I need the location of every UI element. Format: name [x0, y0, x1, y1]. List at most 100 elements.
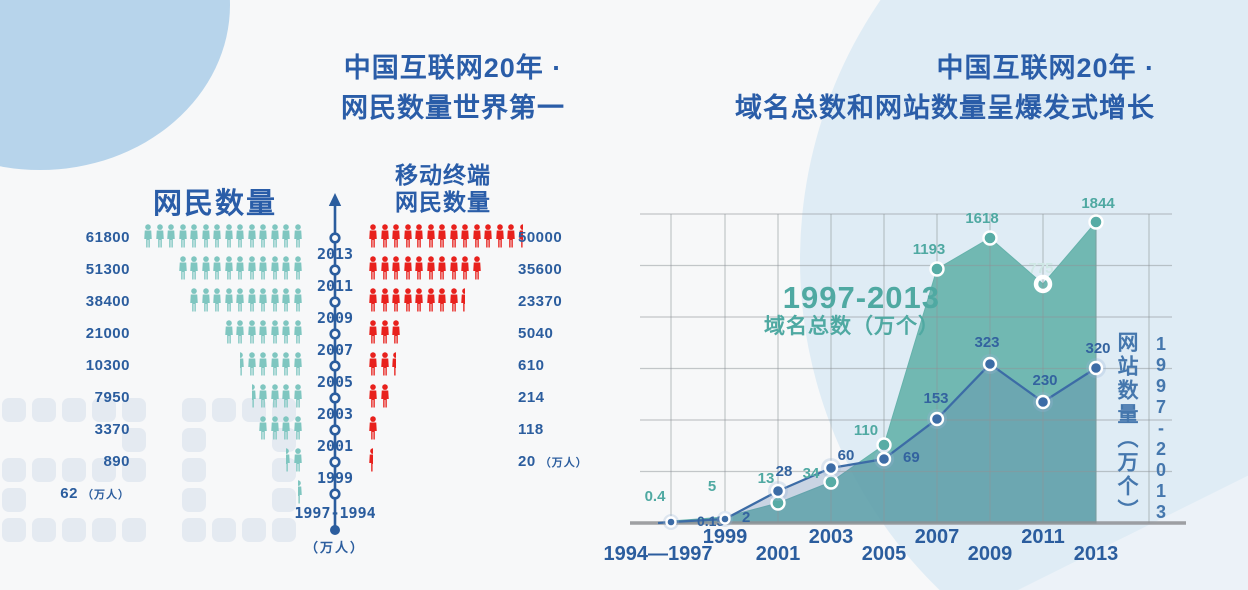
person-icon [380, 288, 389, 312]
bg-tile-20 [272, 458, 296, 482]
domain-point [929, 261, 945, 277]
person-icon [293, 416, 302, 440]
person-icon [236, 224, 244, 248]
person-icon [247, 288, 256, 312]
background-20-tiles [0, 0, 330, 590]
person-icon [282, 224, 290, 248]
unit-suffix: （万人） [535, 457, 588, 469]
pictogram-row-netizen [136, 384, 304, 412]
person-icon [369, 416, 377, 440]
row-value-label: 35600 [518, 261, 563, 278]
bg-tile-20 [62, 458, 86, 482]
timeline-year-label: 2007 [316, 341, 354, 359]
person-icon [369, 448, 373, 472]
person-icon [259, 352, 267, 376]
domain-total-annotation: 1997-2013 域名总数（万个） [636, 282, 940, 339]
pictogram-row-mobile [368, 224, 526, 252]
person-icon [472, 224, 481, 248]
domain-point [1088, 214, 1104, 230]
person-icon [282, 288, 290, 312]
person-icon [201, 224, 210, 248]
person-icon [293, 288, 302, 312]
timeline-arrow-icon [328, 193, 342, 206]
bg-tile-20 [62, 518, 86, 542]
person-icon [426, 256, 435, 280]
person-icon [167, 224, 175, 248]
row-value-label: 214 [518, 389, 545, 406]
netizen-count-header: 网民数量 [152, 188, 277, 220]
person-icon [282, 384, 290, 408]
area-line-plot-svg: 0.4 5 13 34 110 1193 1618 775 1844 0.15 2 28 60 69 153… [604, 195, 1186, 565]
person-icon [392, 320, 400, 344]
person-icon [403, 288, 412, 312]
site-point [929, 411, 945, 427]
person-icon-half [518, 224, 523, 252]
domain-series-label: 域名总数（万个） [764, 315, 940, 338]
timeline-end-dot [330, 525, 340, 535]
pictogram-row-mobile [368, 384, 526, 412]
bg-tile-20 [212, 518, 236, 542]
timeline-year-label: 1999 [316, 469, 354, 487]
site-point-label: 320 [1085, 340, 1110, 357]
person-icon [415, 256, 423, 280]
bg-tile-20 [242, 518, 266, 542]
person-icon [415, 224, 423, 248]
person-icon-half [368, 448, 373, 476]
person-icon [369, 352, 377, 376]
row-value-label: 21000 [85, 325, 130, 342]
bg-tile-20 [2, 488, 26, 512]
site-point [876, 451, 892, 467]
row-value-label: 5040 [518, 325, 554, 342]
bg-tile-20 [122, 398, 146, 422]
bg-tile-20 [2, 518, 26, 542]
timeline-node [329, 456, 341, 468]
row-value-label: 10300 [85, 357, 130, 374]
x-tick-label: 1999 [703, 526, 748, 548]
site-point-label: 69 [903, 449, 920, 466]
pictogram-chart: 61800 51300 38400 21000 10300 7950 3370 890 62 （… [60, 193, 588, 555]
site-point [719, 513, 731, 525]
person-icon [190, 288, 198, 312]
person-icon [286, 448, 290, 472]
person-icon [213, 256, 221, 280]
person-icon [449, 256, 458, 280]
pictogram-row-netizen [136, 480, 304, 508]
person-icon [270, 416, 279, 440]
row-value-label: 23370 [518, 293, 563, 310]
right-chart-title: 中国互联网20年 · 域名总数和网站数量呈爆发式增长 [645, 48, 1155, 128]
bg-tile-20 [182, 518, 206, 542]
domain-point-label: 34 [803, 465, 820, 482]
timeline-unit-label: （万人） [304, 540, 365, 555]
person-icon [472, 256, 481, 280]
site-line [657, 362, 1097, 525]
site-point [982, 356, 998, 372]
person-icon [178, 256, 187, 280]
person-icon [224, 320, 233, 344]
person-icon [449, 224, 458, 248]
person-icon-half [460, 288, 465, 316]
person-icon [484, 224, 492, 248]
person-icon [369, 320, 377, 344]
person-icon [380, 352, 389, 376]
bg-tile-20 [122, 518, 146, 542]
mobile-netizen-header-line1: 移动终端 [395, 162, 491, 188]
timeline-year-label: 2013 [316, 245, 354, 263]
person-icon [426, 288, 435, 312]
pictogram-row-netizen [136, 416, 304, 444]
person-icon [240, 352, 244, 376]
row-value-label: 61800 [85, 229, 130, 246]
site-point-label: 0.15 [697, 513, 724, 529]
pictogram-row-netizen [136, 256, 304, 284]
person-icon [247, 320, 256, 344]
row-value-label: 7950 [94, 389, 130, 406]
timeline-node [329, 360, 341, 372]
person-icon [380, 224, 389, 248]
pictogram-row-mobile [368, 288, 526, 316]
person-icon [369, 384, 377, 408]
unit-suffix: （万人） [77, 489, 130, 501]
person-icon [224, 256, 233, 280]
person-icon [438, 288, 446, 312]
person-icon [293, 224, 302, 248]
person-icon [190, 224, 198, 248]
